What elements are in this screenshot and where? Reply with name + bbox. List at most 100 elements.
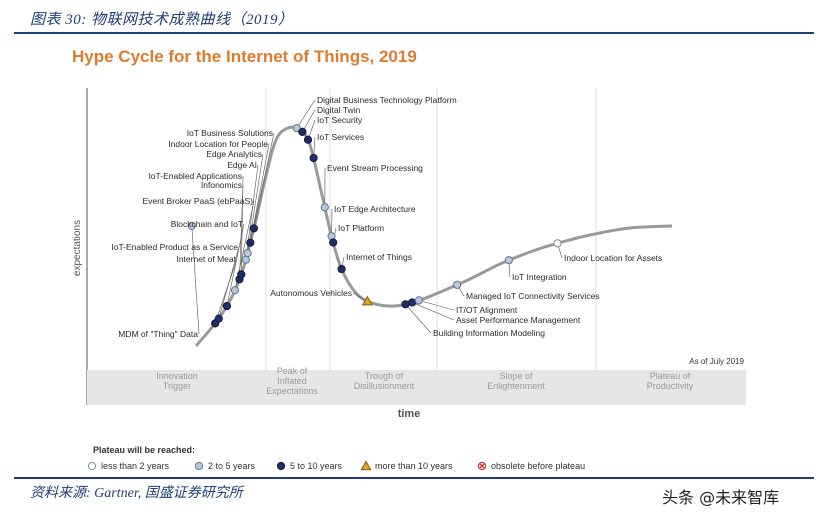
phase-label-trough: Trough of [365,371,404,381]
label-building-information-modeling: Building Information Modeling [433,328,545,338]
leader-digital-business-technology-platform [296,99,316,129]
legend-label-2to5: 2 to 5 years [208,461,256,471]
legend-marker-5to10 [276,461,286,471]
label-iot-integration: IoT Integration [512,272,567,282]
marker-iot-integration [504,256,513,265]
leader-digital-twin [302,109,316,133]
label-iot-platform: IoT Platform [338,223,384,233]
leader-building-information-modeling [405,304,432,334]
phase-label-slope: Enlightenment [487,381,545,391]
technology-markers [187,124,562,328]
legend-label-lt2: less than 2 years [101,461,170,471]
legend-marker-obsolete-cross [479,463,485,469]
leader-autonomous-vehicles [352,292,368,302]
legend-title: Plateau will be reached: [93,445,195,455]
label-digital-twin: Digital Twin [317,105,361,115]
y-axis-label: expectations [72,220,83,276]
leader-asset-performance-management [412,302,455,321]
marker-managed-iot-connectivity-services [453,280,462,289]
marker-event-stream-processing [320,203,329,212]
legend-label-5to10: 5 to 10 years [290,461,343,471]
label-iot-security: IoT Security [317,115,363,125]
marker-indoor-location-for-people [246,238,255,247]
marker-indoor-location-for-assets [553,239,562,248]
phase-label-peak: Inflated [277,376,307,386]
marker-iot-security [303,135,313,144]
marker-digital-twin [298,127,307,136]
label-iot-enabled-product-as-a-service: IoT-Enabled Product as a Service [111,242,238,252]
hype-curve [194,125,672,347]
legend-marker-lt2 [87,461,97,471]
phase-label-plateau: Plateau of [650,371,691,381]
label-iot-business-solutions: IoT Business Solutions [187,128,273,138]
label-edge-analytics: Edge Analytics [206,149,262,159]
label-autonomous-vehicles: Autonomous Vehicles [270,288,352,298]
label-iot-enabled-applications: IoT-Enabled Applications [148,171,242,181]
marker-iot-services [309,153,318,163]
label-event-broker-paas-ebpaas: Event Broker PaaS (ebPaaS) [142,196,253,206]
leader-edge-analytics [247,153,264,254]
marker-autonomous-vehicles [361,295,373,306]
watermark: 头条 @未来智库 [660,478,820,508]
as-of-date: As of July 2019 [689,357,744,366]
phase-label-slope: Slope of [499,371,533,381]
label-indoor-location-for-assets: Indoor Location for Assets [564,253,662,263]
marker-blockchain-and-iot [222,301,231,311]
marker-event-broker-paas-ebpaas [230,286,240,295]
marker-mdm-of-thing-data [187,221,196,231]
label-infonomics: Infonomics [201,180,242,190]
phase-label-peak: Expectations [266,386,318,396]
marker-asset-performance-management [408,298,417,307]
legend-marker-gt10 [360,460,372,471]
marker-iot-enabled-applications [237,270,246,279]
label-asset-performance-management: Asset Performance Management [456,315,581,325]
label-event-stream-processing: Event Stream Processing [327,163,423,173]
leader-it-ot-alignment [418,300,455,311]
leader-iot-enabled-product-as-a-service [218,246,240,319]
marker-building-information-modeling [401,300,410,309]
leader-lines [191,99,563,335]
marker-iot-platform [329,238,338,247]
legend-label-gt10: more than 10 years [375,461,453,471]
label-mdm-of-thing-data: MDM of "Thing" Data [118,329,198,339]
label-managed-iot-connectivity-services: Managed IoT Connectivity Services [466,291,600,301]
label-iot-services: IoT Services [317,132,364,142]
leader-iot-enabled-applications [241,175,244,275]
phase-label-trigger: Innovation [156,371,198,381]
phase-label-trigger: Trigger [163,381,191,391]
label-iot-edge-architecture: IoT Edge Architecture [334,204,416,214]
marker-edge-analytics [243,249,252,258]
label-indoor-location-for-people: Indoor Location for People [168,139,268,149]
label-internet-of-meat: Internet of Meat [176,254,236,264]
watermark-text: 头条 @未来智库 [662,488,780,507]
label-edge-ai: Edge AI [227,160,257,170]
chart-title: Hype Cycle for the Internet of Things, 2… [72,47,417,66]
label-it-ot-alignment: IT/OT Alignment [456,305,518,315]
phase-label-peak: Peak of [277,366,308,376]
phase-label-trough: Disillusionment [354,381,415,391]
x-axis-label: time [398,408,421,420]
phase-band [87,370,746,405]
marker-iot-business-solutions [249,224,258,233]
figure-caption: 图表 30: 物联网技术成熟曲线（2019） [30,12,294,28]
source-rule [14,477,814,479]
label-digital-business-technology-platform: Digital Business Technology Platform [317,95,457,105]
leader-mdm-of-thing-data [191,225,200,335]
legend-label-obsolete: obsolete before plateau [491,461,585,471]
leader-internet-of-meat [214,258,238,324]
marker-internet-of-things [337,264,346,274]
marker-digital-business-technology-platform [292,124,301,133]
source-note: 资料来源: Gartner, 国盛证券研究所 [30,486,243,501]
phase-dividers [265,88,597,405]
leader-iot-business-solutions [253,132,275,229]
marker-iot-enabled-product-as-a-service [214,314,223,323]
label-blockchain-and-iot: Blockchain and IoT [171,219,243,229]
technology-labels: MDM of "Thing" Data Internet of Meat IoT-E… [111,95,662,339]
legend-marker-2to5 [194,461,204,471]
marker-it-ot-alignment [414,296,423,305]
legend: less than 2 years 2 to 5 years 5 to 10 yea… [87,460,585,471]
label-internet-of-things: Internet of Things [346,252,412,262]
phase-label-plateau: Productivity [647,381,694,391]
